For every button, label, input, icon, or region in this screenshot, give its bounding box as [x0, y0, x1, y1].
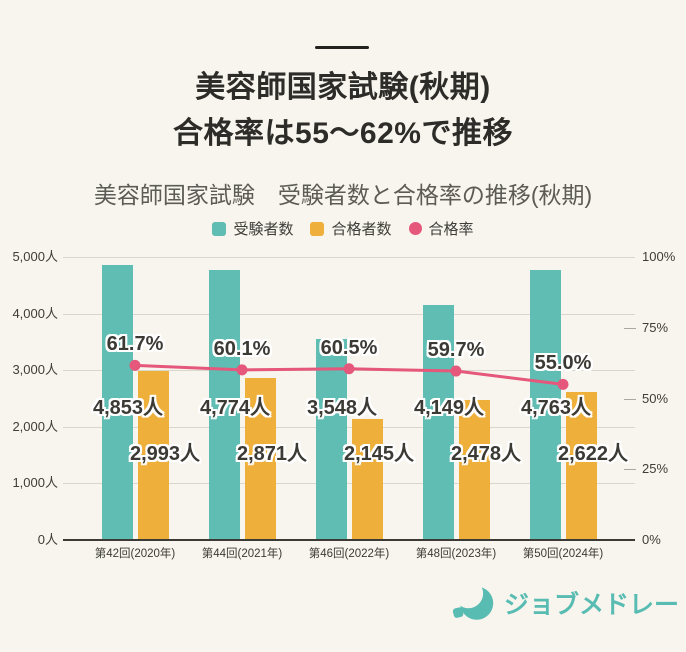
gridline [63, 257, 635, 258]
examinees-count-label: 4,853人 [92, 397, 164, 419]
main-title-line2: 合格率は55〜62%で推移 [173, 117, 513, 150]
pass-rate-point [557, 378, 569, 390]
legend-item-pass-rate: 合格率 [408, 218, 474, 239]
legend-label-pass-rate: 合格率 [428, 221, 474, 238]
pass-rate-label: 55.0% [534, 352, 592, 375]
passers-count-label: 2,622人 [557, 443, 629, 465]
passers-count-label: 2,478人 [450, 443, 522, 465]
legend-item-examinees: 受験者数 [212, 218, 293, 239]
y-axis-label-left: 3,000人 [12, 362, 58, 377]
right-axis-tick [624, 399, 636, 400]
y-axis-label-left: 2,000人 [12, 419, 58, 434]
jobmedley-crescent-icon [452, 581, 494, 620]
x-axis-label: 第46回(2022年) [308, 548, 390, 560]
pass-rate-point [236, 364, 248, 376]
passers-count-label: 2,871人 [236, 443, 308, 465]
right-axis-tick [624, 328, 636, 329]
examinees-bar [529, 270, 561, 540]
x-axis-label: 第44回(2021年) [201, 548, 283, 560]
chart-title: 美容師国家試験 受験者数と合格率の推移(秋期) [93, 182, 593, 208]
chart-legend: 受験者数 合格者数 合格率 [0, 218, 686, 239]
gridline [63, 314, 635, 315]
main-title-line1: 美容師国家試験(秋期) [195, 71, 491, 104]
passers-bar [351, 418, 383, 540]
y-axis-label-right: 75% [642, 320, 669, 335]
gridline [63, 483, 635, 484]
examinees-bar [422, 305, 454, 540]
examinees-count-label: 4,149人 [413, 397, 485, 419]
passers-legend-swatch-icon [310, 221, 325, 236]
passers-bar [458, 399, 490, 540]
x-axis-label: 第50回(2024年) [522, 548, 604, 560]
passers-bar [565, 391, 597, 540]
y-axis-label-left: 1,000人 [12, 475, 58, 490]
pass-rate-point [343, 363, 355, 375]
examinees-bar [208, 269, 240, 540]
y-axis-label-left: 0人 [37, 532, 58, 547]
y-axis-label-right: 50% [642, 391, 669, 406]
y-axis-label-left: 4,000人 [12, 306, 58, 321]
gridline [63, 427, 635, 428]
jobmedley-logo-text: ジョブメドレー [504, 591, 680, 619]
y-axis-label-right: 100% [642, 249, 676, 264]
pass-rate-legend-swatch-icon [408, 222, 422, 235]
x-axis-label: 第48回(2023年) [415, 548, 497, 560]
examinees-count-label: 3,548人 [306, 397, 378, 419]
examinees-bar [101, 265, 133, 540]
passers-count-label: 2,145人 [343, 443, 415, 465]
pass-rate-label: 61.7% [106, 333, 164, 356]
examinees-count-label: 4,774人 [199, 397, 271, 419]
pass-rate-label: 60.5% [320, 336, 378, 359]
passers-bar [244, 377, 276, 540]
right-axis-tick [624, 469, 636, 470]
examinees-legend-swatch-icon [212, 221, 227, 236]
x-axis-label: 第42回(2020年) [94, 548, 176, 560]
legend-label-passers: 合格者数 [331, 221, 392, 238]
jobmedley-logo: ジョブメドレー [450, 581, 679, 629]
y-axis-label-right: 25% [642, 461, 669, 476]
y-axis-label-left: 5,000人 [12, 249, 58, 264]
pass-rate-label: 59.7% [427, 339, 485, 362]
examinees-bar [315, 339, 347, 540]
pass-rate-label: 60.1% [213, 337, 271, 360]
legend-item-passers: 合格者数 [310, 218, 392, 239]
pass-rate-point [129, 359, 141, 371]
passers-count-label: 2,993人 [129, 443, 201, 465]
passers-bar [137, 370, 169, 540]
examinees-count-label: 4,763人 [520, 397, 592, 419]
legend-label-examinees: 受験者数 [233, 221, 294, 238]
pass-rate-point [450, 365, 462, 377]
y-axis-label-right: 0% [642, 532, 661, 547]
title-dash [315, 46, 369, 49]
x-axis-line [63, 539, 635, 541]
